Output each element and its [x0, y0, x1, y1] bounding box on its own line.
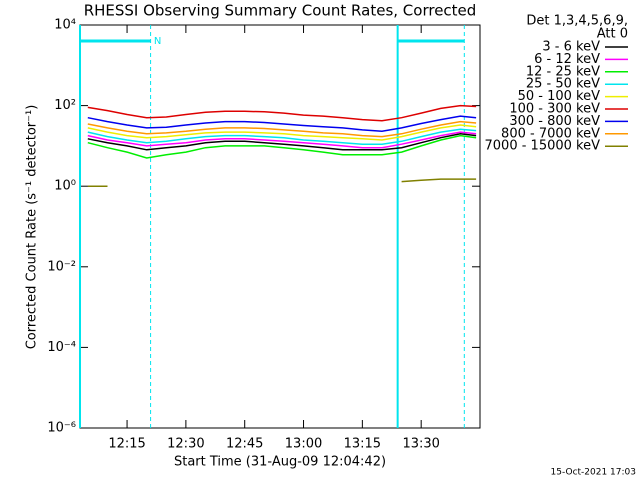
series-line [87, 134, 477, 159]
series-line [87, 128, 477, 145]
x-tick-label: 12:45 [226, 437, 263, 452]
interval-label: N [154, 36, 161, 47]
series-line [87, 124, 477, 141]
footer: 15-Oct-2021 17:03 [551, 468, 636, 478]
legend-label: 100 - 300 keV [509, 102, 600, 117]
series-line [87, 133, 477, 151]
x-axis-label: Start Time (31-Aug-09 12:04:42) [174, 455, 386, 470]
y-tick-label: 10⁻² [47, 259, 76, 274]
y-tick-label: 10⁻⁶ [47, 421, 76, 436]
x-tick-label: 12:30 [167, 437, 204, 452]
y-tick-label: 10⁰ [54, 179, 76, 194]
y-tick-label: 10² [54, 98, 76, 113]
y-tick-label: 10⁻⁴ [47, 340, 76, 355]
series-line [87, 104, 477, 122]
legend-title: Att 0 [597, 27, 628, 42]
legend-label: 300 - 800 keV [509, 114, 600, 129]
legend-label: 800 - 7000 keV [501, 126, 600, 141]
x-tick-label: 12:15 [108, 437, 145, 452]
legend-label: 7000 - 15000 keV [485, 139, 601, 154]
x-tick-label: 13:00 [285, 437, 322, 452]
x-tick-label: 13:15 [344, 437, 381, 452]
y-tick-label: 10⁴ [54, 18, 76, 33]
x-tick-label: 13:30 [402, 437, 439, 452]
legend-label: 12 - 25 keV [526, 64, 600, 79]
legend-label: 50 - 100 keV [518, 89, 601, 104]
series-line [87, 120, 477, 138]
chart-title: RHESSI Observing Summary Count Rates, Co… [84, 2, 477, 20]
legend-label: 25 - 50 keV [526, 77, 600, 92]
series-line [87, 131, 477, 149]
legend-label: 6 - 12 keV [534, 52, 600, 67]
series-line [87, 115, 477, 133]
legend-label: 3 - 6 keV [542, 40, 600, 55]
series-line [87, 178, 477, 187]
y-axis-label: Corrected Count Rate (s⁻¹ detector⁻¹) [25, 105, 40, 350]
plot-frame [79, 24, 481, 429]
legend-title: Det 1,3,4,5,6,9, [526, 14, 628, 29]
